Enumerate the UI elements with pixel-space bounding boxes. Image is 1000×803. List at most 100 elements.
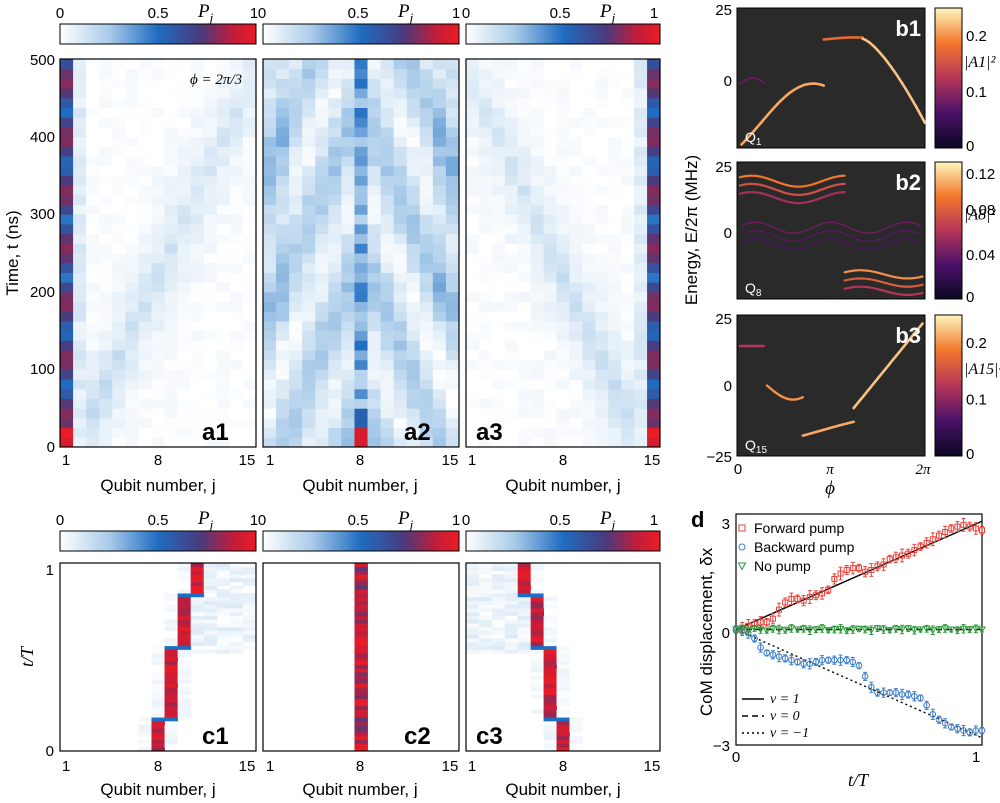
heatmap-cell (478, 350, 493, 361)
heatmap-cell (276, 427, 290, 438)
heatmap-cell (203, 570, 218, 575)
heatmap-cell (517, 437, 532, 448)
heatmap-cell (595, 117, 609, 128)
heatmap-cell (380, 136, 395, 147)
heatmap-cell (380, 398, 395, 409)
heatmap-cell (504, 165, 519, 176)
heatmap-cell (216, 604, 231, 609)
heatmap-cell (229, 117, 244, 128)
heatmap-cell (543, 68, 558, 79)
heatmap-cell (112, 272, 126, 283)
heatmap-cell (504, 589, 519, 594)
data-point (892, 554, 899, 561)
heatmap-cell (621, 330, 635, 341)
heatmap-cell (328, 301, 342, 312)
heatmap-cell (419, 185, 434, 196)
heatmap-cell (569, 301, 583, 312)
heatmap-cell (99, 204, 113, 215)
heatmap-cell (517, 282, 532, 293)
heatmap-cell (203, 340, 218, 351)
heatmap-cell (608, 417, 622, 429)
heatmap-cell (138, 107, 152, 118)
heatmap-cell (530, 194, 545, 205)
heatmap-cell (242, 634, 257, 639)
heatmap-cell (229, 619, 244, 624)
heatmap-cell (315, 214, 329, 225)
data-point (855, 625, 863, 633)
heatmap-cell (328, 253, 342, 264)
heatmap-cell (60, 262, 74, 273)
heatmap-cell (276, 408, 290, 419)
heatmap-cell (621, 194, 635, 205)
heatmap-cell (543, 728, 557, 733)
heatmap-cell (164, 340, 179, 351)
heatmap-cell (445, 59, 460, 70)
heatmap-cell (112, 437, 126, 448)
heatmap-cell (190, 600, 205, 605)
heatmap-cell (302, 417, 316, 429)
heatmap-cell (151, 675, 165, 680)
heatmap-cell (466, 301, 480, 312)
heatmap-cell (504, 185, 519, 196)
heatmap-cell (125, 379, 139, 390)
heatmap-cell (151, 156, 166, 167)
heatmap-cell (621, 243, 635, 254)
heatmap-cell (634, 97, 648, 108)
heatmap-cell (608, 369, 622, 380)
heatmap-cell (328, 117, 342, 128)
heatmap-cell (478, 596, 493, 601)
heatmap-cell (543, 301, 558, 312)
heatmap-cell (263, 233, 277, 244)
heatmap-cell (203, 566, 218, 571)
heatmap-cell (229, 611, 244, 617)
ytick: 25 (715, 311, 732, 328)
heatmap-cell (517, 417, 532, 429)
heatmap-cell (569, 717, 583, 722)
heatmap-cell (393, 359, 408, 370)
heatmap-cell (203, 68, 218, 79)
heatmap-cell (138, 194, 152, 205)
heatmap-cell (302, 117, 316, 128)
heatmap-cell (216, 638, 231, 643)
data-point (769, 651, 777, 659)
heatmap-cell (582, 214, 596, 225)
data-point (960, 727, 967, 734)
heatmap-cell (112, 330, 126, 341)
heatmap-cell (315, 136, 329, 147)
data-point (935, 626, 943, 634)
colorbar-c2: 0 0.5 1 Pj (258, 508, 460, 552)
heatmap-cell (466, 78, 480, 89)
heatmap-cell (151, 679, 165, 684)
heatmap-cell (229, 165, 244, 176)
edge-state-band (801, 420, 855, 437)
heatmap-cell (582, 330, 596, 341)
heatmap-cell (112, 117, 126, 128)
heatmap-cell (203, 596, 218, 601)
heatmap-cell (354, 107, 369, 118)
heatmap-cell (406, 291, 421, 302)
heatmap-cell (73, 223, 87, 235)
heatmap-cell (164, 175, 179, 186)
heatmap-cell (517, 146, 532, 157)
heatmap-cell (608, 253, 622, 264)
heatmap-cell (432, 350, 447, 361)
heatmap-cell (608, 427, 622, 438)
data-point (849, 626, 857, 634)
heatmap-cell (380, 388, 395, 399)
heatmap-cell (276, 117, 290, 128)
data-point (843, 566, 850, 573)
heatmap-cell (289, 340, 303, 351)
heatmap-cell (341, 97, 355, 108)
heatmap-cell (478, 253, 493, 264)
heatmap-cell (647, 417, 661, 429)
heatmap-cell (608, 156, 622, 167)
heatmap-cell (556, 194, 570, 205)
heatmap-a1 (60, 59, 257, 448)
heatmap-cell (190, 585, 205, 590)
heatmap-cell (466, 282, 480, 293)
heatmap-cell (60, 233, 74, 244)
heatmap-cell (478, 649, 493, 654)
ytick: 200 (30, 284, 55, 301)
data-point (861, 626, 869, 634)
heatmap-cell (328, 126, 342, 138)
